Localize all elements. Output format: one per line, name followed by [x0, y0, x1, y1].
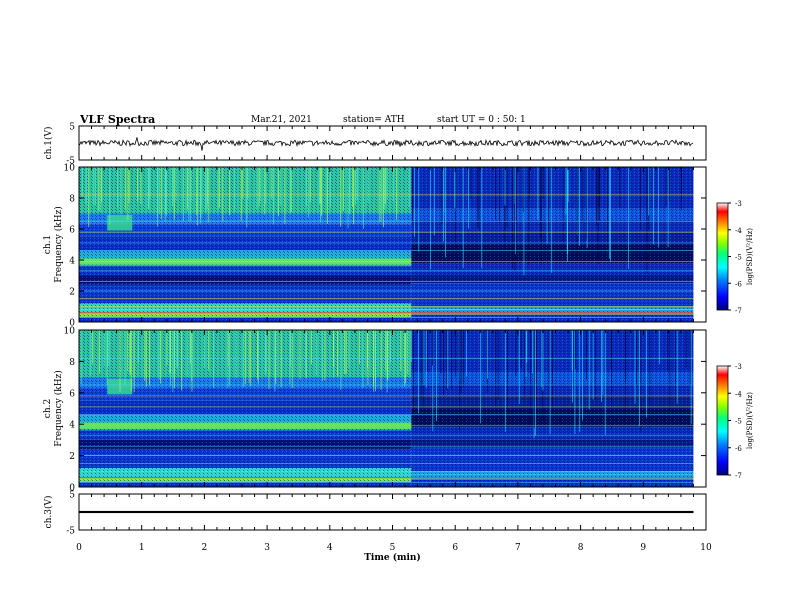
ch3-waveform-ytick-label: 5	[69, 491, 75, 501]
ch1-spectrogram-colorbar-tick-label: -6	[735, 280, 742, 288]
ch2-spectrogram-image	[79, 330, 706, 487]
date-label: Mar.21, 2021	[251, 115, 312, 125]
ch2-spectrogram-colorbar-tick-label: -4	[735, 390, 742, 398]
x-tick-label: 9	[640, 543, 646, 553]
ch2-spectrogram-colorbar-tick-label: -6	[735, 445, 742, 453]
ch1-spectrogram-colorbar-tick-label: -5	[735, 254, 742, 262]
ch1-spectrogram-ylabel-freq: Frequency (kHz)	[53, 206, 64, 283]
ch1-spectrogram-ytick-label: 10	[64, 164, 76, 174]
ch1-spectrogram-ytick-label: 2	[69, 288, 75, 298]
ch2-spectrogram-ytick-label: 10	[64, 327, 76, 337]
ch1-spectrogram-ytick-label: 4	[69, 257, 75, 267]
ch2-spectrogram-colorbar-tick-label: -7	[735, 472, 742, 480]
ch1-spectrogram-ytick-label: 8	[69, 195, 75, 205]
station-label: station= ATH	[343, 115, 405, 125]
x-tick-label: 5	[390, 543, 396, 553]
ch1-spectrogram-colorbar	[716, 202, 729, 311]
ch3-waveform-ylabel: ch.3(V)	[43, 496, 54, 529]
x-tick-label: 1	[139, 543, 145, 553]
ch3-waveform-trace	[79, 510, 694, 514]
ch3-waveform-ytick-label: -5	[66, 527, 75, 537]
ch2-spectrogram-ylabel: ch.2	[43, 399, 53, 418]
x-tick-label: 2	[202, 543, 208, 553]
ch2-spectrogram-colorbar-label: log(PSD)(V²/Hz)	[746, 392, 754, 449]
ch2-spectrogram-blank	[693, 330, 706, 487]
x-tick-label: 4	[327, 543, 333, 553]
ch2-spectrogram-colorbar	[716, 365, 729, 476]
ch2-spectrogram-colorbar-tick-label: -5	[735, 418, 742, 426]
ch1-spectrogram-colorbar-tick-label: -7	[735, 307, 742, 315]
ch1-waveform-ytick-label: -5	[66, 157, 75, 167]
ch2-spectrogram-colorbar-tick-label: -3	[735, 363, 742, 371]
ch1-waveform-trace	[78, 137, 694, 151]
ch1-spectrogram-blank	[693, 167, 706, 322]
ch2-spectrogram-ytick-label: 4	[69, 421, 75, 431]
ch1-spectrogram-image	[79, 167, 706, 322]
start-time-label: start UT = 0 : 50: 1	[437, 115, 526, 125]
x-tick-label: 7	[515, 543, 521, 553]
ch2-spectrogram-ylabel-freq: Frequency (kHz)	[53, 370, 64, 447]
x-axis-label: Time (min)	[364, 552, 421, 563]
x-tick-label: 3	[264, 543, 270, 553]
ch2-spectrogram-ytick-label: 6	[69, 389, 75, 399]
ch2-spectrogram-ytick-label: 2	[69, 452, 75, 462]
x-tick-label: 8	[578, 543, 584, 553]
ch1-spectrogram-ylabel: ch.1	[43, 235, 53, 254]
ch1-spectrogram-colorbar-tick-label: -4	[735, 227, 742, 235]
chart-title: VLF Spectra	[80, 113, 156, 126]
x-tick-label: 0	[76, 543, 82, 553]
ch1-waveform-ylabel: ch.1(V)	[43, 127, 54, 160]
x-tick-label: 10	[700, 543, 712, 553]
ch1-spectrogram-ytick-label: 0	[69, 319, 75, 329]
ch1-spectrogram-patch	[107, 215, 133, 231]
ch2-spectrogram-ytick-label: 8	[69, 358, 75, 368]
ch1-spectrogram-ytick-label: 6	[69, 226, 75, 236]
ch1-spectrogram-colorbar-tick-label: -3	[735, 200, 742, 208]
ch1-spectrogram-colorbar-label: log(PSD)(V²/Hz)	[746, 228, 754, 285]
ch2-spectrogram-ytick-label: 0	[69, 484, 75, 494]
ch1-spectrogram-texture	[79, 167, 694, 322]
ch1-waveform-ytick-label: 5	[69, 123, 75, 133]
x-tick-label: 6	[452, 543, 458, 553]
